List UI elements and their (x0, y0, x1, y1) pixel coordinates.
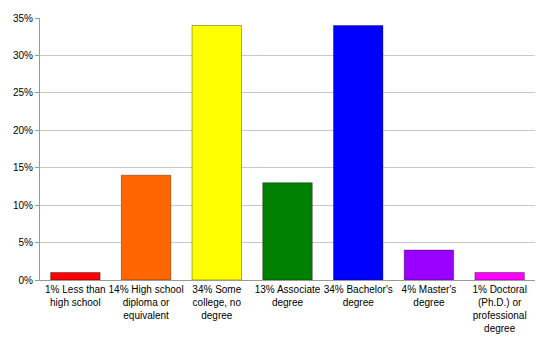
svg-text:25%: 25% (13, 87, 33, 98)
svg-text:10%: 10% (13, 200, 33, 211)
svg-text:14% High schooldiploma orequiv: 14% High schooldiploma orequivalent (109, 284, 184, 321)
svg-text:1% Less thanhigh school: 1% Less thanhigh school (45, 284, 106, 308)
svg-text:34% Somecollege, nodegree: 34% Somecollege, nodegree (192, 284, 241, 321)
svg-text:34% Bachelor'sdegree: 34% Bachelor'sdegree (324, 284, 393, 308)
svg-text:13% Associatedegree: 13% Associatedegree (255, 284, 321, 308)
svg-text:4% Master'sdegree: 4% Master'sdegree (402, 284, 457, 308)
svg-text:0%: 0% (19, 275, 34, 286)
svg-text:5%: 5% (19, 237, 34, 248)
svg-text:35%: 35% (13, 13, 33, 24)
svg-text:15%: 15% (13, 162, 33, 173)
svg-text:30%: 30% (13, 50, 33, 61)
svg-text:20%: 20% (13, 125, 33, 136)
svg-text:1% Doctoral(Ph.D.) orprofessio: 1% Doctoral(Ph.D.) orprofessionaldegree (472, 284, 526, 334)
